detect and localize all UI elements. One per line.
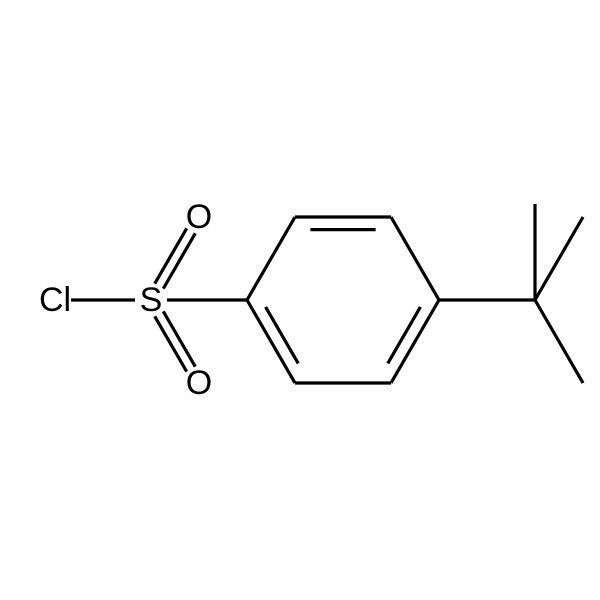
bond-line [535, 300, 583, 383]
atom-label-cl: Cl [39, 281, 71, 319]
atom-label-o: O [186, 198, 212, 236]
bond-line [391, 300, 439, 383]
bond-line [391, 217, 439, 300]
molecule-diagram: Cl S O O [0, 0, 600, 600]
bond-line [388, 307, 421, 363]
bond-line [266, 307, 299, 363]
bond-line [247, 300, 295, 383]
bond-line [535, 217, 583, 300]
bond-line [247, 217, 295, 300]
atom-label-o: O [186, 364, 212, 402]
atom-label-s: S [140, 281, 163, 319]
